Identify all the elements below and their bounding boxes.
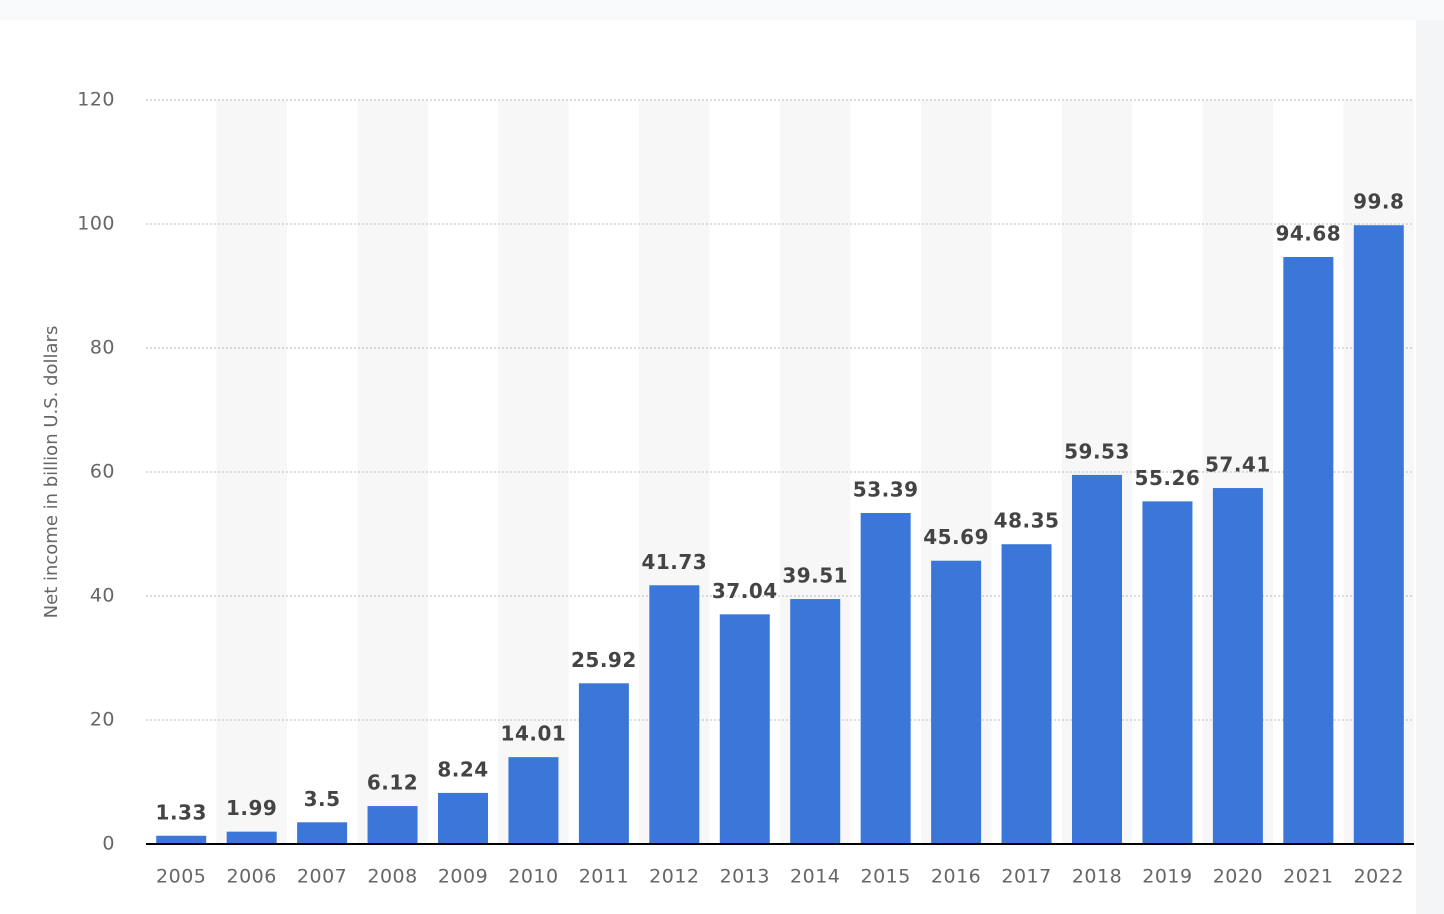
y-tick-label: 40 xyxy=(90,585,115,607)
bar xyxy=(1353,225,1404,845)
value-label: 1.99 xyxy=(226,796,277,820)
x-tick-label: 2016 xyxy=(931,866,981,888)
x-tick-label: 2005 xyxy=(156,866,206,888)
value-label: 55.26 xyxy=(1135,466,1201,490)
bar xyxy=(719,614,770,844)
x-tick-label: 2008 xyxy=(367,866,417,888)
bar xyxy=(297,822,348,844)
value-label: 41.73 xyxy=(641,550,707,574)
bar xyxy=(1072,474,1122,844)
bar xyxy=(438,792,488,844)
value-label: 25.92 xyxy=(571,648,637,672)
value-label: 48.35 xyxy=(994,509,1060,533)
top-bar xyxy=(0,0,1444,20)
bar xyxy=(578,683,629,844)
bar xyxy=(1142,501,1193,844)
stripe xyxy=(357,100,428,844)
x-tick-label: 2021 xyxy=(1283,866,1333,888)
value-label: 14.01 xyxy=(501,722,567,746)
value-label: 39.51 xyxy=(782,564,848,588)
bar xyxy=(649,585,700,844)
y-tick-label: 120 xyxy=(77,89,115,111)
value-label: 94.68 xyxy=(1275,221,1341,245)
x-tick-label: 2022 xyxy=(1354,866,1404,888)
right-shadow xyxy=(1416,20,1444,914)
x-tick-label: 2011 xyxy=(579,866,629,888)
x-tick-label: 2010 xyxy=(508,866,558,888)
x-tick-label: 2020 xyxy=(1213,866,1263,888)
value-label: 1.33 xyxy=(156,800,207,824)
y-tick-label: 100 xyxy=(77,213,115,235)
bar xyxy=(367,806,418,844)
value-label: 99.8 xyxy=(1353,190,1404,214)
bar xyxy=(790,599,841,844)
value-label: 59.53 xyxy=(1064,439,1130,463)
y-tick-label: 60 xyxy=(90,461,115,483)
value-label: 3.5 xyxy=(304,787,341,811)
x-tick-label: 2006 xyxy=(226,866,276,888)
y-tick-label: 0 xyxy=(102,833,115,855)
x-tick-label: 2019 xyxy=(1142,866,1192,888)
x-tick-label: 2018 xyxy=(1072,866,1122,888)
value-label: 53.39 xyxy=(853,477,919,501)
value-label: 8.24 xyxy=(437,757,488,781)
x-tick-label: 2014 xyxy=(790,866,840,888)
y-tick-label: 80 xyxy=(90,337,115,359)
bar xyxy=(931,560,982,844)
x-tick-label: 2015 xyxy=(860,866,910,888)
value-label: 45.69 xyxy=(923,525,989,549)
y-tick-label: 20 xyxy=(90,709,115,731)
x-tick-label: 2017 xyxy=(1001,866,1051,888)
value-label: 37.04 xyxy=(712,579,778,603)
x-tick-label: 2007 xyxy=(297,866,347,888)
bar xyxy=(226,831,277,844)
bar xyxy=(1283,256,1334,844)
bar xyxy=(508,757,559,844)
bar xyxy=(156,835,207,844)
bar xyxy=(1212,488,1263,844)
bar xyxy=(1001,544,1052,844)
value-label: 6.12 xyxy=(367,771,418,795)
x-tick-label: 2009 xyxy=(438,866,488,888)
x-tick-label: 2013 xyxy=(720,866,770,888)
value-label: 57.41 xyxy=(1205,453,1271,477)
x-tick-label: 2012 xyxy=(649,866,699,888)
bar xyxy=(860,512,911,844)
y-axis-title: Net income in billion U.S. dollars xyxy=(41,326,62,619)
stripe xyxy=(498,100,569,844)
